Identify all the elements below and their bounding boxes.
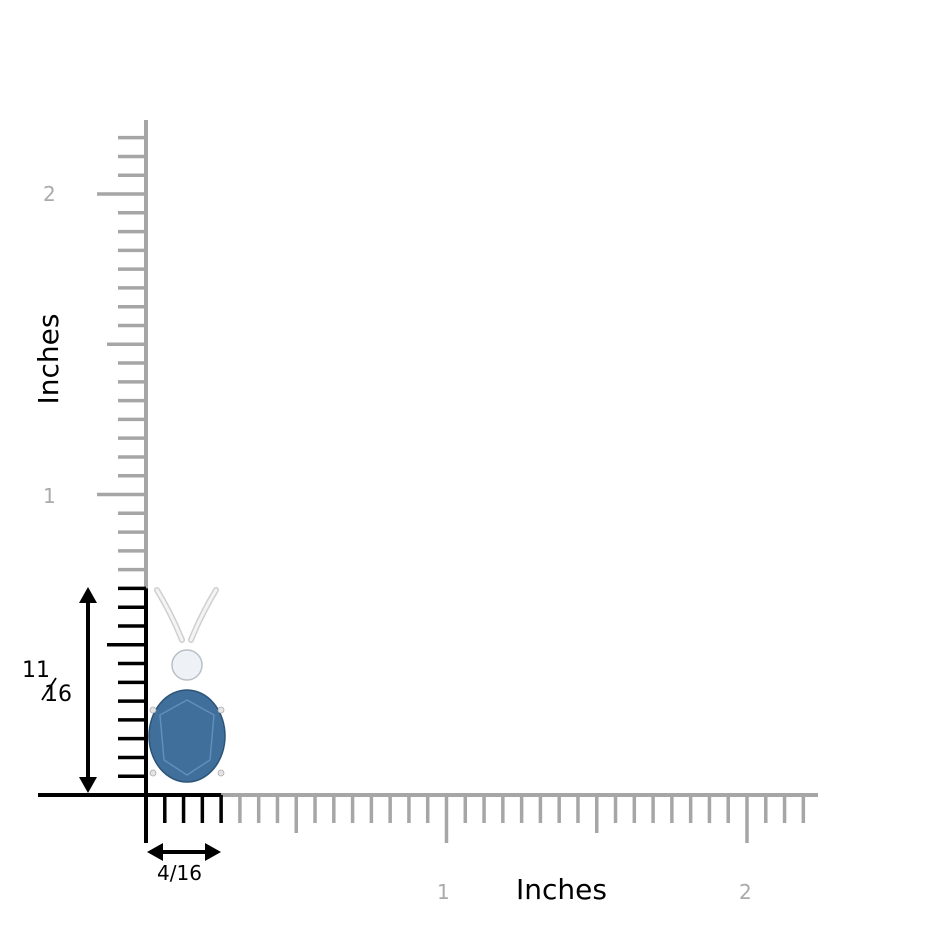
x-tick-label-1: 1	[437, 880, 450, 904]
width-arrow-left-icon	[147, 843, 163, 861]
x-tick-label-2: 2	[739, 880, 752, 904]
diamond-icon	[171, 649, 203, 681]
height-denominator: 16	[44, 682, 72, 707]
y-tick-label-2: 2	[43, 182, 56, 206]
height-arrow-up-icon	[79, 587, 97, 603]
y-tick-label-1: 1	[43, 484, 56, 508]
bail-highlight	[155, 588, 218, 642]
width-label: 4/16	[157, 861, 202, 885]
prong-icon	[149, 706, 157, 714]
prong-icon	[149, 769, 157, 777]
gem-facets	[159, 699, 215, 776]
height-numerator: 11	[22, 658, 50, 683]
prong-icon	[217, 706, 225, 714]
blue-topaz-icon	[148, 689, 226, 783]
y-axis-title: Inches	[32, 313, 65, 405]
bail-icon	[154, 587, 219, 643]
width-arrow-right-icon	[205, 843, 221, 861]
fraction-slash	[41, 677, 57, 701]
x-axis-title: Inches	[516, 873, 607, 906]
prong-icon	[217, 769, 225, 777]
height-arrow-down-icon	[79, 777, 97, 793]
